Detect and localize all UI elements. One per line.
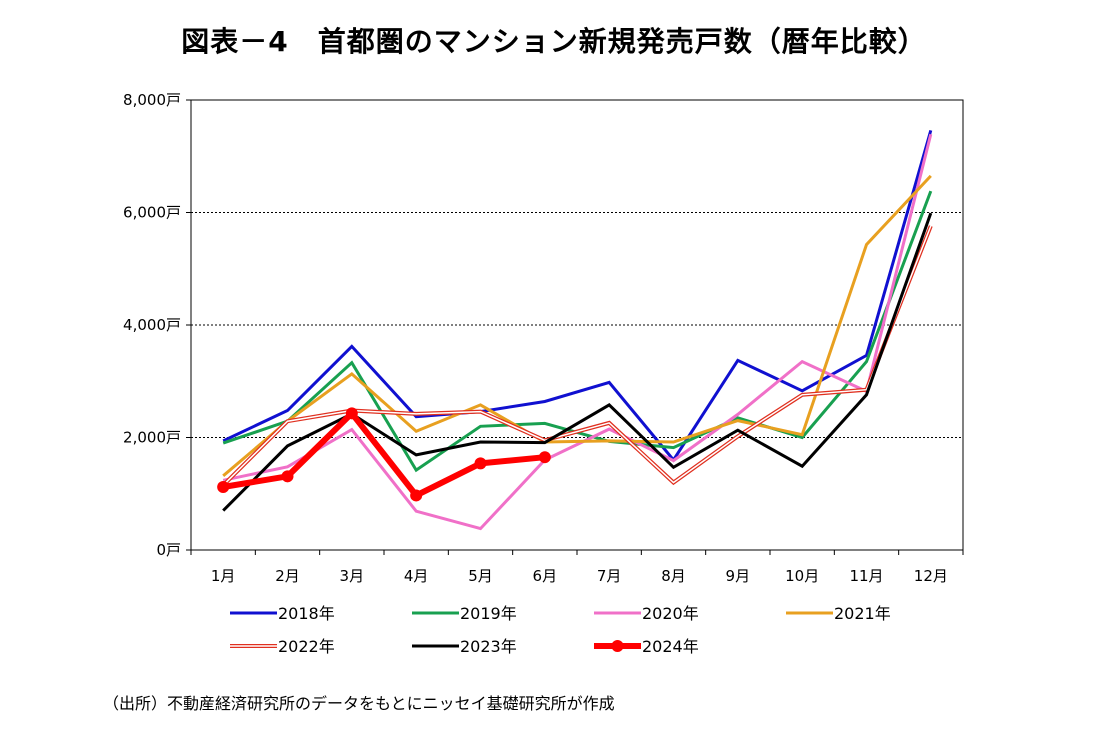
y-tick-label: 8,000戸 bbox=[123, 91, 181, 109]
legend-label: 2018年 bbox=[278, 604, 335, 623]
legend-label: 2022年 bbox=[278, 637, 335, 656]
series-2018年 bbox=[222, 129, 933, 463]
x-tick-label: 8月 bbox=[661, 567, 686, 585]
legend-label: 2020年 bbox=[642, 604, 699, 623]
series-line bbox=[222, 410, 546, 499]
y-tick-label: 4,000戸 bbox=[123, 316, 181, 334]
x-tick-label: 10月 bbox=[785, 567, 819, 585]
data-point bbox=[474, 457, 487, 470]
x-tick-label: 7月 bbox=[597, 567, 622, 585]
series-line bbox=[222, 133, 933, 531]
x-tick-label: 3月 bbox=[340, 567, 365, 585]
legend-label: 2021年 bbox=[834, 604, 891, 623]
data-point bbox=[345, 407, 358, 420]
data-point bbox=[538, 451, 551, 464]
data-point bbox=[410, 489, 423, 502]
source-note: （出所）不動産経済研究所のデータをもとにニッセイ基礎研究所が作成 bbox=[103, 694, 615, 713]
legend-marker bbox=[611, 640, 624, 652]
legend-item: 2020年 bbox=[594, 604, 699, 623]
x-tick-label: 5月 bbox=[468, 567, 493, 585]
legend-item: 2019年 bbox=[412, 604, 517, 623]
legend-item: 2022年 bbox=[230, 637, 335, 656]
legend: 2018年 2019年 2020年 2021年 2022年 2023年 2024年 bbox=[230, 604, 891, 656]
legend-item: 2023年 bbox=[412, 637, 517, 656]
x-tick-label: 4月 bbox=[404, 567, 429, 585]
legend-item: 2021年 bbox=[786, 604, 891, 623]
data-point bbox=[281, 470, 294, 483]
series-2023年 bbox=[222, 212, 933, 512]
legend-item: 2024年 bbox=[594, 637, 699, 656]
series-lines bbox=[217, 129, 933, 531]
series-line bbox=[222, 212, 933, 512]
x-tick-label: 12月 bbox=[914, 567, 948, 585]
series-2024年 bbox=[217, 407, 551, 502]
x-tick-label: 11月 bbox=[849, 567, 883, 585]
legend-item: 2018年 bbox=[230, 604, 335, 623]
chart-title: 図表－4 首都圏のマンション新規発売戸数（暦年比較） bbox=[181, 25, 927, 58]
axes: 0戸 2,000戸 4,000戸 6,000戸 8,000戸 1月 2月 3月 4月 5月 6月 7月… bbox=[123, 91, 964, 585]
series-line bbox=[222, 174, 932, 477]
y-tick-label: 2,000戸 bbox=[123, 429, 181, 447]
series-line-inner bbox=[222, 225, 932, 486]
y-tick-label: 0戸 bbox=[156, 541, 181, 559]
x-tick-label: 2月 bbox=[275, 567, 300, 585]
series-2022年 bbox=[221, 225, 933, 487]
legend-label: 2024年 bbox=[642, 637, 699, 656]
series-2021年 bbox=[222, 174, 932, 477]
legend-label: 2023年 bbox=[460, 637, 517, 656]
x-tick-label: 9月 bbox=[726, 567, 751, 585]
y-tick-label: 6,000戸 bbox=[123, 204, 181, 222]
grid-lines bbox=[191, 212, 963, 438]
series-line bbox=[222, 129, 933, 463]
legend-label: 2019年 bbox=[460, 604, 517, 623]
x-tick-label: 1月 bbox=[211, 567, 236, 585]
data-point bbox=[217, 481, 230, 493]
series-2020年 bbox=[222, 133, 933, 531]
x-tick-label: 6月 bbox=[533, 567, 558, 585]
